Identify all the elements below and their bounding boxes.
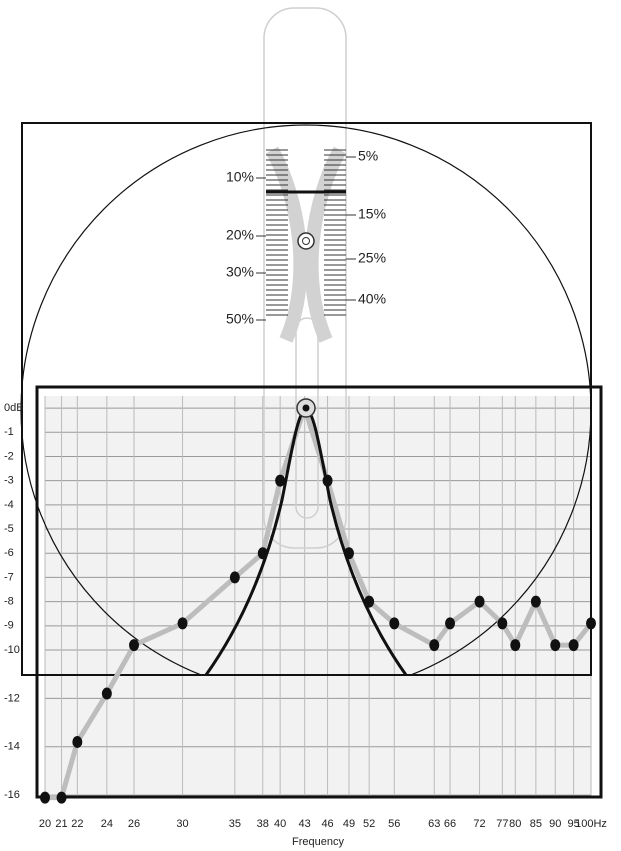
dial-label: 15% xyxy=(358,206,386,222)
x-tick-label: 20 xyxy=(39,818,51,830)
slider-slot xyxy=(295,317,319,519)
x-tick-label: 100Hz xyxy=(575,818,607,830)
slider-outline xyxy=(263,7,347,549)
x-axis-label: Frequency xyxy=(292,836,344,848)
y-tick-label: -8 xyxy=(4,596,14,608)
dial-label: 5% xyxy=(358,148,378,164)
dial-ticks xyxy=(256,149,356,321)
dial-label: 10% xyxy=(226,169,254,185)
range-circle xyxy=(20,124,592,675)
x-tick-label: 63 xyxy=(428,818,440,830)
dial-label: 30% xyxy=(226,264,254,280)
x-tick-label: 95 xyxy=(567,818,579,830)
x-tick-label: 80 xyxy=(509,818,521,830)
data-point xyxy=(474,595,485,608)
data-point xyxy=(389,617,400,630)
x-tick-label: 46 xyxy=(321,818,333,830)
data-point xyxy=(101,687,112,700)
data-point xyxy=(550,639,561,652)
data-point xyxy=(177,617,188,630)
dial-knob-inner xyxy=(302,237,310,245)
y-tick-label: -3 xyxy=(4,475,14,487)
y-tick-label: -2 xyxy=(4,450,14,462)
x-tick-label: 66 xyxy=(444,818,456,830)
y-tick-label: -14 xyxy=(4,741,20,753)
x-tick-label: 30 xyxy=(176,818,188,830)
dial-label: 50% xyxy=(226,311,254,327)
data-point xyxy=(586,617,596,630)
x-tick-label: 38 xyxy=(257,818,269,830)
x-tick-label: 40 xyxy=(274,818,286,830)
dial-label: 20% xyxy=(226,227,254,243)
x-tick-label: 49 xyxy=(343,818,355,830)
y-tick-label: -16 xyxy=(4,789,20,801)
x-tick-label: 77 xyxy=(496,818,508,830)
data-point xyxy=(56,791,67,804)
x-tick-label: 26 xyxy=(128,818,140,830)
plot-frame xyxy=(35,385,603,799)
peak-knob-center xyxy=(302,404,310,412)
x-tick-label: 21 xyxy=(55,818,67,830)
y-tick-label: 0dB xyxy=(4,402,24,414)
y-tick-label: -6 xyxy=(4,547,14,559)
x-tick-label: 24 xyxy=(101,818,113,830)
x-tick-label: 90 xyxy=(549,818,561,830)
y-tick-label: -5 xyxy=(4,523,14,535)
x-tick-label: 72 xyxy=(473,818,485,830)
grid xyxy=(44,396,592,797)
y-tick-label: -10 xyxy=(4,644,20,656)
dial-label: 25% xyxy=(358,250,386,266)
x-tick-label: 85 xyxy=(530,818,542,830)
y-tick-label: -4 xyxy=(4,499,14,511)
x-tick-label: 56 xyxy=(388,818,400,830)
x-tick-label: 35 xyxy=(229,818,241,830)
data-point xyxy=(40,791,50,804)
dial-knob xyxy=(297,232,315,250)
data-point xyxy=(568,639,579,652)
data-point xyxy=(72,735,83,748)
data-point xyxy=(530,595,541,608)
x-tick-label: 43 xyxy=(299,818,311,830)
data-point xyxy=(129,639,140,652)
data-point xyxy=(229,571,240,584)
y-tick-label: -9 xyxy=(4,620,14,632)
data-point xyxy=(445,617,456,630)
data-point xyxy=(275,474,286,487)
y-tick-label: -12 xyxy=(4,692,20,704)
y-tick-label: -7 xyxy=(4,571,14,583)
data-point xyxy=(510,639,521,652)
data-point xyxy=(497,617,508,630)
data-point xyxy=(429,639,440,652)
x-tick-label: 22 xyxy=(71,818,83,830)
y-tick-label: -1 xyxy=(4,426,14,438)
dial-label: 40% xyxy=(358,291,386,307)
x-tick-label: 52 xyxy=(363,818,375,830)
